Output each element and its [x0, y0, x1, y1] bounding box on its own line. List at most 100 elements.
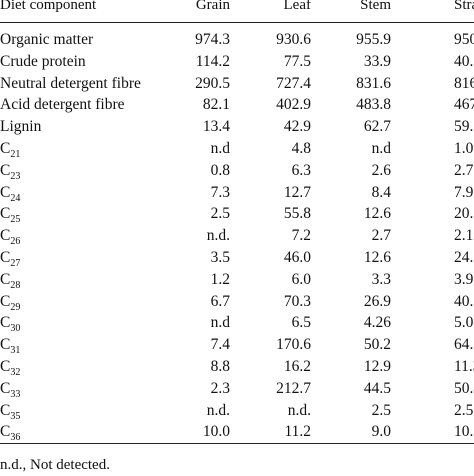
row-label: C32 — [0, 356, 200, 378]
cell-leaf: 46.0 — [283, 249, 311, 266]
row-label-subscript: 21 — [10, 149, 21, 160]
table-row: Acid detergent fibre 82.1 402.9 483.8 467.0 — [0, 94, 474, 116]
row-label: C30 — [0, 312, 200, 334]
row-label: C26 — [0, 225, 200, 247]
cell-grain: n.d — [210, 314, 230, 332]
cell-stem: 62.7 — [363, 118, 391, 136]
cell-grain: 10.0 — [202, 423, 230, 441]
cell-straw: 467.0 — [454, 96, 474, 114]
table-row: C33 2.3 212.7 44.5 50.4 — [0, 378, 474, 400]
table-footnote: n.d., Not detected. — [0, 457, 110, 473]
cell-leaf: 77.5 — [283, 52, 311, 70]
cell-stem: 12.9 — [363, 358, 391, 375]
table-row: C31 7.4 170.6 50.2 64.1 — [0, 334, 474, 356]
row-label-subscript: 33 — [10, 388, 21, 400]
cell-leaf: 170.6 — [276, 336, 311, 354]
column-header-straw: Straw — [454, 0, 474, 13]
cell-leaf: 12.7 — [283, 183, 311, 201]
row-label-base: C — [0, 270, 11, 288]
cell-leaf: 6.5 — [291, 314, 311, 332]
row-label-base: C — [0, 161, 11, 179]
cell-stem: 50.2 — [363, 336, 391, 354]
row-label: C24 — [0, 182, 200, 204]
table-row: C26 n.d. 7.2 2.7 2.1 — [0, 225, 474, 247]
row-label: C21 — [0, 138, 200, 160]
cell-grain: n.d. — [206, 401, 230, 419]
row-label-base: C — [0, 336, 11, 354]
cell-straw: 50.4 — [454, 379, 474, 397]
cell-leaf: 930.6 — [276, 31, 311, 48]
row-label: C28 — [0, 269, 200, 291]
row-label: C29 — [0, 291, 200, 313]
cell-stem: 483.8 — [356, 96, 391, 114]
row-label: C31 — [0, 334, 200, 356]
cell-grain: n.d. — [206, 227, 230, 245]
row-label: C33 — [0, 378, 200, 400]
table-row: C35 n.d. n.d. 2.5 2.5 — [0, 400, 474, 422]
row-label-base: C — [0, 314, 11, 332]
cell-leaf: 6.3 — [291, 161, 311, 179]
table-top-rule — [0, 22, 474, 23]
cell-straw: 64.1 — [454, 336, 474, 354]
table-header-row: Diet component Grain Leaf Stem Straw — [0, 0, 474, 16]
cell-straw: 11.3 — [454, 358, 474, 375]
cell-grain: 2.5 — [210, 205, 230, 223]
cell-straw: 5.00 — [454, 314, 474, 332]
row-label-subscript: 28 — [10, 279, 21, 291]
cell-leaf: 402.9 — [276, 96, 311, 114]
cell-stem: n.d — [371, 140, 391, 157]
cell-leaf: 11.2 — [284, 423, 311, 441]
column-header-grain: Grain — [195, 0, 230, 13]
row-label: Crude protein — [0, 52, 86, 70]
table-row: C28 1.2 6.0 3.3 3.9 — [0, 269, 474, 291]
cell-stem: 12.6 — [363, 205, 391, 223]
cell-stem: 955.9 — [356, 31, 391, 48]
row-label-base: C — [0, 358, 11, 375]
table-row: C21 n.d 4.8 n.d 1.00 — [0, 138, 474, 160]
row-label-subscript: 25 — [10, 214, 21, 226]
cell-grain: 290.5 — [195, 74, 230, 92]
cell-stem: 2.7 — [371, 227, 391, 245]
row-label-subscript: 27 — [10, 258, 21, 269]
table-row: Crude protein 114.2 77.5 33.9 40.2 — [0, 51, 474, 73]
column-header-stem: Stem — [360, 0, 391, 13]
cell-leaf: 42.9 — [283, 118, 311, 136]
cell-leaf: 727.4 — [276, 74, 311, 92]
row-label-base: C — [0, 183, 11, 201]
cell-leaf: 4.8 — [291, 140, 311, 157]
cell-stem: 9.0 — [371, 423, 391, 441]
row-label: C27 — [0, 247, 200, 269]
cell-leaf: 55.8 — [283, 205, 311, 223]
row-label: C23 — [0, 160, 200, 182]
table-row: Neutral detergent fibre 290.5 727.4 831.6 81… — [0, 73, 474, 95]
row-label: C35 — [0, 400, 200, 422]
cell-grain: 8.8 — [210, 358, 230, 375]
cell-straw: 2.7 — [454, 161, 474, 179]
cell-straw: 2.1 — [454, 227, 474, 245]
cell-grain: 114.2 — [195, 52, 230, 70]
cell-grain: 1.2 — [210, 270, 230, 288]
cell-leaf: 212.7 — [276, 379, 311, 397]
row-label-base: C — [0, 379, 11, 397]
cell-straw: 59.3 — [454, 118, 474, 136]
row-label-subscript: 23 — [10, 170, 21, 182]
column-header-diet-component: Diet component — [0, 0, 97, 13]
cell-stem: 4.26 — [363, 314, 391, 332]
table-row: C29 6.7 70.3 26.9 40.5 — [0, 291, 474, 313]
cell-straw: 1.00 — [454, 140, 474, 157]
row-label-base: C — [0, 249, 11, 266]
cell-stem: 8.4 — [371, 183, 391, 201]
cell-grain: 7.3 — [210, 183, 230, 201]
cell-straw: 2.5 — [454, 401, 474, 419]
cell-stem: 26.9 — [363, 292, 391, 310]
cell-stem: 12.6 — [363, 249, 391, 266]
cell-straw: 20.7 — [454, 205, 474, 223]
row-label-subscript: 26 — [10, 236, 21, 248]
cell-grain: 82.1 — [202, 96, 230, 114]
cell-stem: 33.9 — [363, 52, 391, 70]
cell-leaf: n.d. — [287, 401, 311, 419]
row-label-base: C — [0, 401, 11, 419]
row-label-subscript: 35 — [10, 410, 21, 422]
cell-grain: 13.4 — [202, 118, 230, 136]
cell-stem: 2.5 — [371, 401, 391, 419]
